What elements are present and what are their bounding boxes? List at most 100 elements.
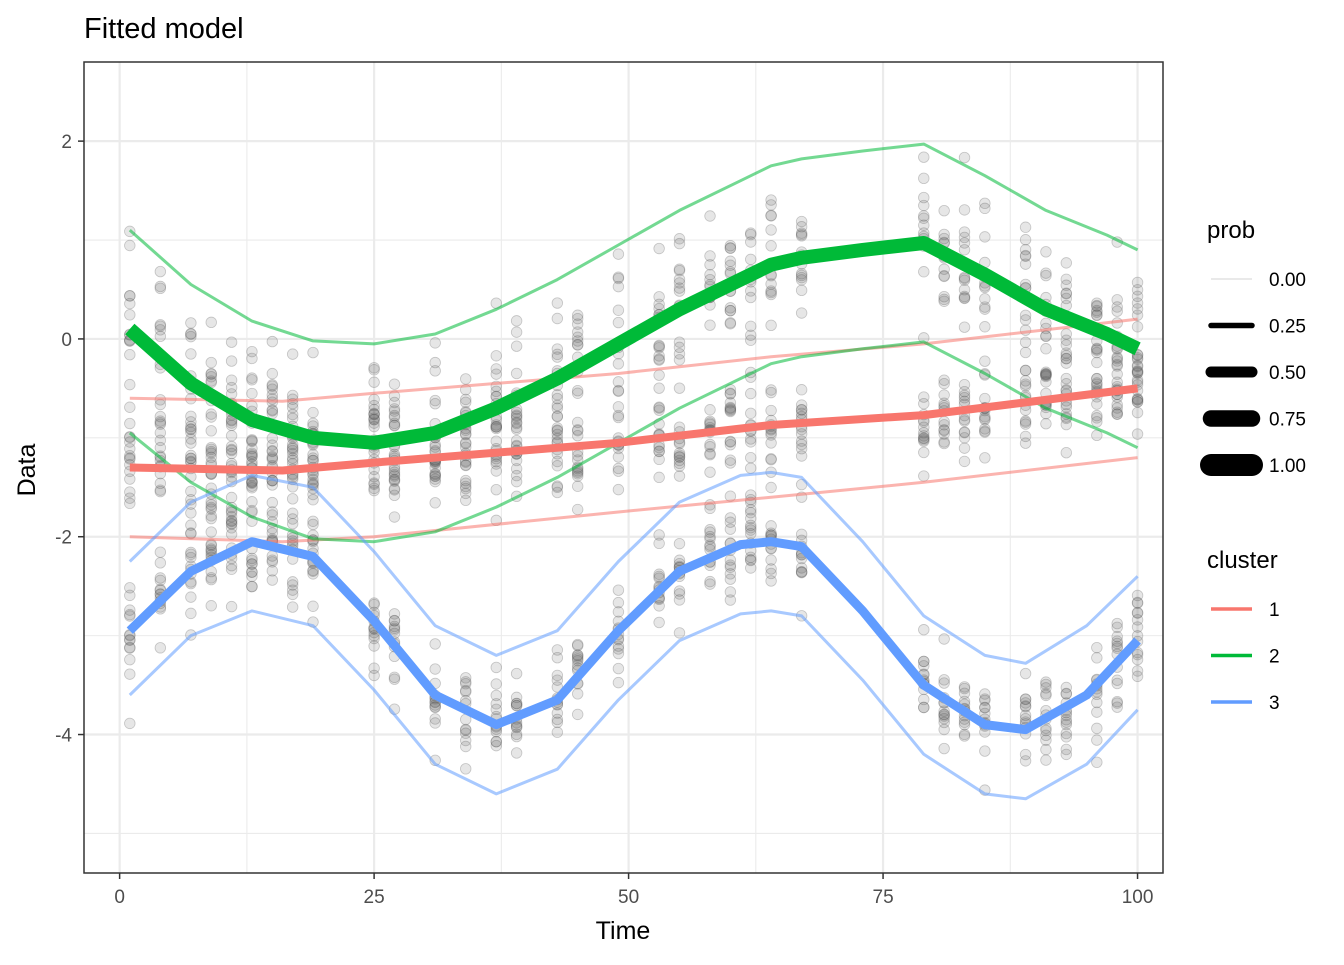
scatter-point (388, 614, 401, 627)
scatter-point (571, 338, 584, 351)
scatter-point (958, 426, 971, 439)
scatter-point (795, 284, 808, 297)
scatter-point (612, 465, 625, 477)
scatter-point (745, 528, 757, 540)
scatter-point (1019, 309, 1032, 322)
scatter-point (225, 600, 238, 613)
scatter-point (653, 404, 665, 416)
scatter-point (1091, 356, 1103, 369)
scatter-point (571, 649, 584, 661)
scatter-point (765, 520, 777, 532)
scatter-point (958, 272, 971, 285)
scatter-point (571, 655, 584, 667)
scatter-point (185, 317, 197, 329)
scatter-point (958, 415, 971, 427)
scatter-point (185, 452, 197, 465)
scatter-point (124, 473, 136, 485)
scatter-point (958, 442, 971, 454)
scatter-point (612, 304, 625, 316)
scatter-point (246, 434, 258, 447)
scatter-point (205, 526, 217, 538)
scatter-point (979, 426, 991, 438)
scatter-point (510, 315, 523, 327)
scatter-point (490, 678, 502, 690)
scatter-point (938, 428, 950, 440)
scatter-point (124, 634, 136, 646)
scatter-point (958, 718, 971, 731)
scatter-point (266, 509, 279, 521)
scatter-point (795, 407, 808, 420)
scatter-point (765, 563, 777, 575)
scatter-point (958, 730, 971, 742)
scatter-point (185, 548, 197, 561)
scatter-point (551, 481, 564, 493)
scatter-point (724, 318, 737, 330)
scatter-point (724, 594, 737, 606)
scatter-point (1131, 614, 1144, 626)
scatter-point (1060, 731, 1072, 743)
scatter-point (673, 273, 686, 286)
scatter-point (571, 335, 584, 347)
scatter-point (551, 669, 564, 682)
scatter-point (673, 285, 686, 297)
scatter-point (724, 405, 737, 418)
scatter-point (724, 401, 737, 414)
scatter-point (185, 426, 197, 439)
scatter-point (1091, 344, 1103, 356)
scatter-point (1111, 398, 1123, 411)
scatter-point (286, 444, 299, 457)
scatter-point (266, 404, 279, 416)
scatter-point (388, 483, 401, 495)
scatter-point (1091, 342, 1103, 355)
scatter-point (368, 412, 380, 424)
scatter-point (724, 302, 737, 314)
scatter-point (124, 582, 136, 594)
scatter-point (225, 528, 238, 540)
scatter-point (1040, 367, 1052, 380)
scatter-point (460, 482, 472, 495)
scatter-point (124, 604, 136, 616)
scatter-point (1019, 709, 1032, 721)
scatter-point (673, 585, 686, 597)
scatter-point (1091, 299, 1103, 312)
scatter-point (154, 330, 167, 342)
scatter-point (958, 728, 971, 741)
scatter-point (1091, 652, 1103, 664)
scatter-point (724, 573, 737, 585)
scatter-point (1060, 718, 1072, 731)
scatter-point (612, 411, 625, 424)
scatter-point (490, 385, 502, 398)
scatter-point (266, 527, 279, 539)
scatter-point (225, 336, 238, 348)
scatter-point (1131, 392, 1144, 405)
scatter-point (958, 413, 971, 426)
scatter-point (571, 331, 584, 343)
scatter-point (551, 425, 564, 437)
scatter-point (551, 410, 564, 423)
scatter-point (653, 445, 665, 458)
scatter-point (551, 422, 564, 434)
scatter-point (205, 573, 217, 586)
scatter-point (704, 441, 716, 453)
scatter-point (124, 401, 136, 413)
scatter-point (124, 348, 136, 361)
scatter-point (185, 423, 197, 436)
scatter-point (673, 341, 686, 354)
scatter-point (266, 439, 279, 451)
scatter-point (745, 320, 757, 332)
x-tick-label: 50 (618, 887, 639, 908)
scatter-point (124, 589, 136, 602)
scatter-point (185, 437, 197, 449)
scatter-point (673, 454, 686, 467)
scatter-point (460, 672, 472, 684)
scatter-point (1040, 343, 1052, 355)
scatter-point (307, 406, 319, 419)
scatter-point (246, 477, 258, 489)
scatter-point (938, 436, 950, 448)
scatter-point (938, 290, 950, 303)
scatter-point (704, 250, 716, 262)
scatter-point (795, 450, 808, 462)
scatter-point (571, 429, 584, 442)
scatter-point (979, 202, 991, 215)
scatter-point (1091, 343, 1103, 355)
